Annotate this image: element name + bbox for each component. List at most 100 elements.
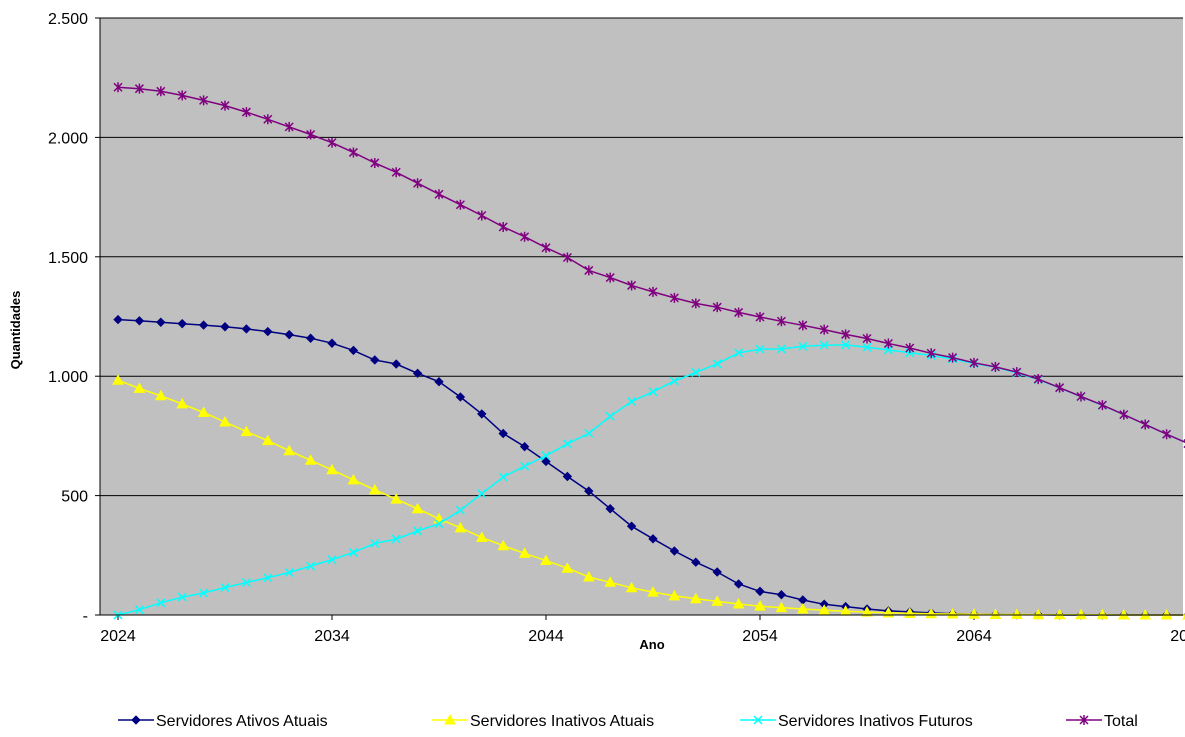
data-point [605,504,615,514]
data-point [327,555,337,565]
series-line-total [117,86,1185,444]
data-point [627,396,637,407]
data-point [434,519,444,529]
data-point [541,451,551,461]
data-point [689,592,702,604]
data-point [477,409,487,419]
data-point [776,589,787,600]
data-point [1055,382,1065,393]
data-point [154,389,167,401]
data-point [712,567,722,577]
data-point [562,252,572,263]
data-point [1075,608,1087,620]
data-point [261,434,274,446]
data-point [475,531,488,542]
data-point [477,210,487,221]
data-point [1162,429,1172,440]
data-point [177,592,187,602]
data-point [306,561,316,571]
data-point [305,333,316,343]
data-point [156,317,166,327]
data-point [520,231,530,242]
data-point [134,316,145,326]
data-point [1097,400,1107,411]
data-point [455,505,465,515]
data-point [584,265,594,276]
data-point [989,608,1002,620]
data-point [818,604,831,615]
data-point [862,342,872,352]
x-tick-label: 2054 [742,628,778,645]
data-point [263,573,273,583]
y-tick-label: 2.000 [48,130,88,147]
data-point [734,348,744,358]
data-point [498,472,508,482]
data-point [177,90,187,101]
x-tick-label: 2034 [314,628,350,645]
legend-label: Servidores Inativos Atuais [470,713,654,730]
data-point [712,359,722,369]
data-point [113,82,123,93]
data-point [391,534,401,544]
data-point [241,324,252,334]
data-point [112,374,124,385]
data-point [411,502,424,514]
y-tick-label: 1.000 [48,369,88,386]
data-point [391,359,401,369]
plot-area [100,18,1183,615]
data-point [1096,608,1109,620]
x-tick-label: 2044 [528,628,564,645]
data-point [134,605,144,615]
data-point [798,320,808,331]
data-point [219,416,231,427]
data-point [156,86,166,97]
data-point [220,322,230,332]
data-point [327,338,337,348]
data-point [584,428,594,438]
series-lines [112,82,1185,620]
legend-marker [444,713,456,725]
gridlines [100,17,1183,497]
data-point [669,376,679,386]
data-point [1010,608,1023,620]
data-point [348,547,358,557]
data-point [1012,367,1022,378]
data-point [304,454,317,465]
data-point [946,608,959,619]
data-point [306,129,316,140]
data-point [1140,419,1150,430]
data-point [819,324,829,335]
data-point [434,189,444,200]
x-axis-ticks: 2024 2034 2044 2054 2064 2074 [100,615,1185,645]
data-point [413,178,423,189]
data-point [413,526,423,536]
data-point [561,562,574,573]
data-point [519,441,530,452]
x-axis-title: Ano [639,637,664,652]
data-point [326,463,338,475]
data-point [905,343,915,354]
data-point [1119,409,1129,420]
data-point [755,344,765,354]
data-point [348,147,358,158]
data-point [198,320,209,330]
data-point [176,397,189,409]
data-point [347,473,360,485]
y-axis-title: Quantidades [8,291,23,370]
data-point [755,586,765,597]
data-point [691,557,701,567]
data-point [518,547,531,558]
data-point [883,345,893,355]
data-point [455,392,466,402]
data-point [862,333,872,344]
data-point [604,576,617,587]
x-tick-label: 2074 [1170,628,1185,645]
data-point [798,341,808,351]
legend-label: Servidores Ativos Atuais [156,713,328,730]
data-point [1033,374,1043,385]
legend-marker [753,715,763,725]
data-point [455,199,465,210]
data-point [220,100,230,111]
data-point [648,534,658,544]
